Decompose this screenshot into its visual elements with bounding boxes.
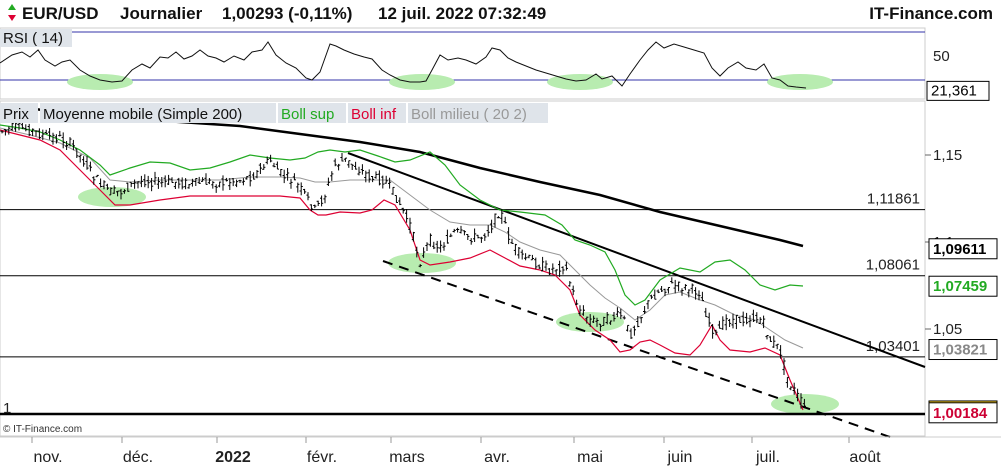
price-highlight <box>78 187 146 207</box>
brand: IT-Finance.com <box>869 4 993 23</box>
price-tag <box>928 275 998 297</box>
y-tick-label: 1 <box>3 400 11 417</box>
price-tag-label: 1,00184 <box>933 405 988 422</box>
x-tick-label: mars <box>389 449 425 466</box>
copyright: © IT-Finance.com <box>3 424 82 435</box>
boll-sup-line <box>0 124 804 306</box>
rsi-highlight <box>67 74 133 90</box>
legend-ma-bg <box>40 103 276 123</box>
x-tick-label: nov. <box>33 449 62 466</box>
price-plot-area <box>0 100 926 437</box>
y-tick-label: 1,05 <box>933 321 962 338</box>
legend-boll-sup: Boll sup <box>281 106 334 123</box>
x-tick-label: août <box>849 449 881 466</box>
legend-ma: Moyenne mobile (Simple 200) <box>43 106 242 123</box>
down-arrow-icon <box>8 15 16 21</box>
y-tick-label: 1,15 <box>933 147 962 164</box>
symbol: EUR/USD <box>22 4 99 23</box>
up-arrow-icon <box>8 4 16 10</box>
legend-boll-inf: Boll inf <box>351 106 397 123</box>
y-axis-ticks: 1,151,11,051 <box>3 147 962 417</box>
header: EUR/USD Journalier 1,00293 (-0,11%) 12 j… <box>8 4 993 23</box>
level-label: 1,08061 <box>866 257 920 274</box>
rsi-highlight <box>767 74 833 90</box>
x-tick-label: juin <box>667 449 693 466</box>
x-tick-label: mai <box>577 449 603 466</box>
price-tag <box>928 402 998 424</box>
last-price: 1,00293 (-0,11%) <box>222 4 352 23</box>
rsi-line <box>0 41 807 89</box>
legend-boll-sup-bg <box>278 103 346 123</box>
rsi-tick-50: 50 <box>933 48 950 65</box>
rsi-last-tag <box>926 80 990 101</box>
legend-prix: Prix <box>3 106 29 123</box>
price-highlights <box>78 187 839 414</box>
boll-inf-line <box>0 129 804 411</box>
legend-boll-mid: Boll milieu ( 20 2) <box>411 106 527 123</box>
level-label: 1,03401 <box>866 338 920 355</box>
price-tag <box>928 339 998 361</box>
x-tick-label: juil. <box>755 449 780 466</box>
price-tag <box>928 238 998 260</box>
x-tick-label: févr. <box>307 449 337 466</box>
rsi-label: RSI ( 14) <box>3 30 63 47</box>
legend-boll-inf-bg <box>348 103 406 123</box>
level-label: 1,11861 <box>867 191 920 208</box>
legend-boll-mid-bg <box>408 103 548 123</box>
datetime: 12 juil. 2022 07:32:49 <box>378 4 546 23</box>
rsi-last-value: 21,361 <box>931 82 977 99</box>
price-candles <box>0 117 806 409</box>
price-highlight <box>771 394 839 414</box>
x-tick-label: déc. <box>123 449 153 466</box>
legend-prix-bg <box>0 103 38 123</box>
price-panel: 1,11861 1,08061 1,03401 Prix Moyenne mobil… <box>0 100 998 438</box>
price-tag-label: 1,03821 <box>933 342 987 359</box>
period: Journalier <box>120 4 203 23</box>
price-tag-label: 1,07459 <box>933 278 987 295</box>
rsi-label-bg <box>0 29 72 47</box>
rsi-panel: RSI ( 14) 50 21,361 <box>0 27 990 101</box>
price-tag-label: 1,09611 <box>933 241 986 258</box>
resistance-trendline <box>347 152 926 368</box>
x-axis: nov. déc. 2022 févr. mars avr. mai juin juil. aoû… <box>0 436 1001 466</box>
support-trendline <box>382 260 891 438</box>
x-tick-label: avr. <box>484 449 510 466</box>
x-tick-label: 2022 <box>215 449 251 466</box>
boll-mid-line <box>0 127 804 349</box>
horizontal-levels: 1,11861 1,08061 1,03401 <box>0 191 925 358</box>
